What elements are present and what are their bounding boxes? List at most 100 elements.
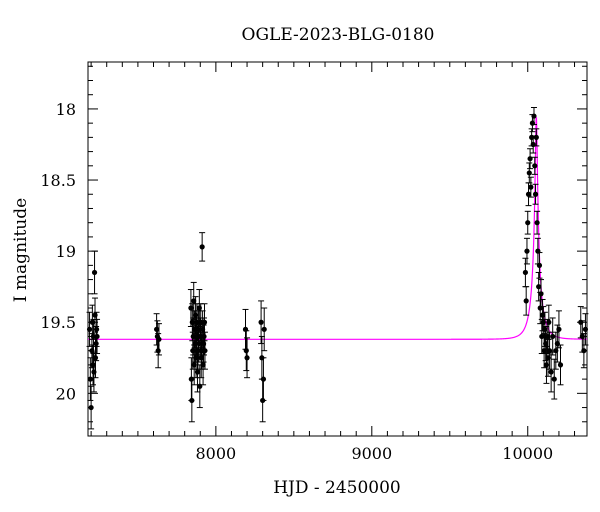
x-tick-label: 10000 (502, 444, 553, 463)
data-point (527, 176, 534, 198)
data-point (190, 281, 197, 320)
plot-border (87, 61, 588, 437)
data-point (243, 330, 250, 372)
data-point (91, 250, 98, 295)
model-layer (88, 117, 588, 340)
data-layer (86, 107, 589, 430)
x-axis-label: HJD - 2450000 (273, 478, 401, 498)
data-point (242, 308, 249, 350)
data-point (557, 344, 564, 386)
data-marker (94, 333, 100, 340)
data-point (545, 304, 552, 340)
data-point (537, 279, 544, 309)
data-marker (261, 326, 267, 332)
data-point (534, 210, 541, 235)
axis-layer: 8000 9000 10000 18 18.5 19 19.5 20 (40, 62, 587, 463)
data-marker (524, 248, 530, 254)
data-point (527, 148, 534, 170)
data-point (524, 210, 531, 235)
data-point (536, 252, 543, 279)
y-tick-label: 19.5 (40, 313, 76, 332)
data-point (551, 358, 558, 400)
x-tick-label: 9000 (351, 444, 392, 463)
plot-frame (87, 61, 588, 437)
data-point (531, 156, 538, 175)
data-marker (532, 163, 538, 169)
data-marker (525, 191, 532, 197)
y-tick-label: 20 (56, 384, 76, 403)
data-point (199, 232, 206, 262)
y-tick-label: 18 (56, 100, 76, 119)
data-point (201, 331, 208, 370)
data-marker (548, 369, 554, 375)
data-marker (538, 291, 544, 297)
data-point (535, 271, 542, 302)
data-point (523, 237, 530, 265)
data-point (582, 313, 589, 346)
y-tick-label: 18.5 (40, 171, 76, 190)
data-point (155, 323, 162, 356)
data-marker (525, 220, 531, 226)
data-marker (191, 298, 197, 304)
data-marker (194, 369, 201, 375)
data-marker (91, 269, 98, 276)
data-point (86, 311, 93, 347)
data-marker (258, 319, 264, 325)
data-point (261, 307, 268, 352)
data-point (533, 128, 540, 147)
data-point (549, 317, 556, 356)
data-marker (557, 362, 564, 368)
data-marker (199, 244, 205, 250)
data-marker (198, 319, 204, 325)
data-marker (200, 362, 206, 368)
data-point (555, 310, 562, 349)
data-marker (523, 298, 529, 304)
data-marker (527, 156, 533, 162)
data-point (532, 183, 539, 205)
data-marker (539, 312, 546, 318)
data-point (541, 311, 548, 347)
data-marker (156, 336, 162, 342)
data-marker (202, 348, 208, 354)
data-marker (526, 170, 532, 176)
model-curve (88, 117, 588, 340)
data-marker (536, 284, 542, 290)
data-marker (546, 319, 552, 325)
data-marker (201, 319, 208, 325)
data-marker (551, 376, 557, 382)
x-tick-label: 8000 (196, 444, 237, 463)
data-point (523, 286, 530, 316)
data-marker (189, 319, 195, 325)
data-point (522, 257, 529, 288)
data-point (258, 300, 265, 345)
data-marker (528, 184, 534, 190)
data-marker (155, 348, 161, 354)
data-point (188, 378, 195, 423)
data-point (154, 320, 161, 353)
data-marker (532, 191, 539, 197)
data-marker (92, 355, 99, 361)
data-marker (189, 397, 195, 404)
data-marker (154, 326, 160, 332)
data-point (526, 162, 533, 184)
data-marker (260, 376, 267, 382)
data-marker (582, 326, 589, 332)
data-marker (542, 326, 548, 332)
data-point (197, 303, 204, 342)
data-point (530, 107, 537, 126)
data-marker (550, 333, 556, 340)
y-axis-label: I magnitude (11, 198, 31, 302)
data-marker (244, 355, 250, 361)
data-point (94, 318, 101, 355)
y-tick-label: 19 (56, 242, 76, 261)
data-marker (522, 269, 529, 276)
data-marker (556, 326, 562, 332)
data-marker (533, 134, 539, 140)
data-marker (243, 348, 249, 354)
data-point (260, 357, 267, 401)
data-marker (536, 262, 543, 268)
data-marker (534, 220, 540, 226)
data-marker (86, 326, 93, 332)
data-marker (191, 362, 197, 368)
